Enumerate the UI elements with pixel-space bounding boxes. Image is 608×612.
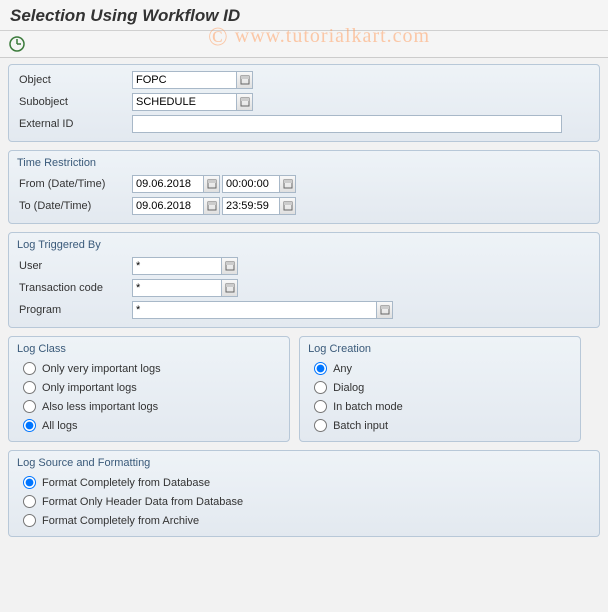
log-creation-opt3-row[interactable]: In batch mode	[308, 397, 572, 416]
from-row: From (Date/Time)	[17, 173, 591, 195]
program-input[interactable]	[132, 301, 377, 319]
log-creation-title: Log Creation	[308, 341, 572, 359]
user-row: User	[17, 255, 591, 277]
content-area: Object Subobject External ID Time Restri…	[0, 58, 608, 551]
to-time-help-icon[interactable]	[280, 197, 296, 215]
log-class-opt2-row[interactable]: Only important logs	[17, 378, 281, 397]
log-creation-opt1-row[interactable]: Any	[308, 359, 572, 378]
external-id-label: External ID	[17, 118, 132, 130]
log-creation-label-2: Dialog	[333, 382, 364, 394]
log-creation-opt4-row[interactable]: Batch input	[308, 416, 572, 435]
log-triggered-group: Log Triggered By User Transaction code P…	[8, 232, 600, 328]
log-creation-opt2-row[interactable]: Dialog	[308, 378, 572, 397]
log-source-radio-3[interactable]	[23, 514, 36, 527]
log-source-radio-1[interactable]	[23, 476, 36, 489]
tcode-help-icon[interactable]	[222, 279, 238, 297]
object-input[interactable]	[132, 71, 237, 89]
log-source-group: Log Source and Formatting Format Complet…	[8, 450, 600, 537]
user-input[interactable]	[132, 257, 222, 275]
program-row: Program	[17, 299, 591, 321]
log-creation-radio-1[interactable]	[314, 362, 327, 375]
log-source-label-3: Format Completely from Archive	[42, 515, 199, 527]
to-date-input[interactable]	[132, 197, 204, 215]
log-class-opt3-row[interactable]: Also less important logs	[17, 397, 281, 416]
external-id-input[interactable]	[132, 115, 562, 133]
log-class-radio-4[interactable]	[23, 419, 36, 432]
time-restriction-group: Time Restriction From (Date/Time) To (Da…	[8, 150, 600, 224]
log-creation-radio-3[interactable]	[314, 400, 327, 413]
log-triggered-title: Log Triggered By	[17, 237, 591, 255]
log-class-label-4: All logs	[42, 420, 77, 432]
subobject-input[interactable]	[132, 93, 237, 111]
page-title: Selection Using Workflow ID	[10, 6, 598, 26]
subobject-help-icon[interactable]	[237, 93, 253, 111]
log-class-group: Log Class Only very important logs Only …	[8, 336, 290, 442]
log-source-title: Log Source and Formatting	[17, 455, 591, 473]
program-help-icon[interactable]	[377, 301, 393, 319]
log-creation-group: Log Creation Any Dialog In batch mode Ba…	[299, 336, 581, 442]
log-source-label-2: Format Only Header Data from Database	[42, 496, 243, 508]
log-source-opt3-row[interactable]: Format Completely from Archive	[17, 511, 591, 530]
tcode-label: Transaction code	[17, 282, 132, 294]
log-creation-label-1: Any	[333, 363, 352, 375]
subobject-row: Subobject	[17, 91, 591, 113]
class-creation-row: Log Class Only very important logs Only …	[8, 336, 600, 450]
subobject-label: Subobject	[17, 96, 132, 108]
log-class-title: Log Class	[17, 341, 281, 359]
log-class-radio-2[interactable]	[23, 381, 36, 394]
from-date-input[interactable]	[132, 175, 204, 193]
user-help-icon[interactable]	[222, 257, 238, 275]
log-creation-radio-4[interactable]	[314, 419, 327, 432]
log-creation-label-4: Batch input	[333, 420, 388, 432]
log-class-opt1-row[interactable]: Only very important logs	[17, 359, 281, 378]
log-source-opt2-row[interactable]: Format Only Header Data from Database	[17, 492, 591, 511]
tcode-row: Transaction code	[17, 277, 591, 299]
tcode-input[interactable]	[132, 279, 222, 297]
program-label: Program	[17, 304, 132, 316]
log-creation-radio-2[interactable]	[314, 381, 327, 394]
object-label: Object	[17, 74, 132, 86]
from-time-help-icon[interactable]	[280, 175, 296, 193]
log-class-label-1: Only very important logs	[42, 363, 161, 375]
log-source-radio-2[interactable]	[23, 495, 36, 508]
log-class-opt4-row[interactable]: All logs	[17, 416, 281, 435]
log-source-opt1-row[interactable]: Format Completely from Database	[17, 473, 591, 492]
time-restriction-title: Time Restriction	[17, 155, 591, 173]
log-class-label-3: Also less important logs	[42, 401, 158, 413]
title-bar: Selection Using Workflow ID	[0, 0, 608, 31]
toolbar	[0, 31, 608, 58]
log-class-label-2: Only important logs	[42, 382, 137, 394]
from-date-help-icon[interactable]	[204, 175, 220, 193]
user-label: User	[17, 260, 132, 272]
log-creation-label-3: In batch mode	[333, 401, 403, 413]
external-id-row: External ID	[17, 113, 591, 135]
log-class-radio-1[interactable]	[23, 362, 36, 375]
object-row: Object	[17, 69, 591, 91]
log-class-radio-3[interactable]	[23, 400, 36, 413]
from-time-input[interactable]	[222, 175, 280, 193]
to-date-help-icon[interactable]	[204, 197, 220, 215]
to-row: To (Date/Time)	[17, 195, 591, 217]
object-help-icon[interactable]	[237, 71, 253, 89]
identification-group: Object Subobject External ID	[8, 64, 600, 142]
to-label: To (Date/Time)	[17, 200, 132, 212]
log-source-label-1: Format Completely from Database	[42, 477, 210, 489]
to-time-input[interactable]	[222, 197, 280, 215]
execute-icon[interactable]	[8, 35, 26, 53]
from-label: From (Date/Time)	[17, 178, 132, 190]
